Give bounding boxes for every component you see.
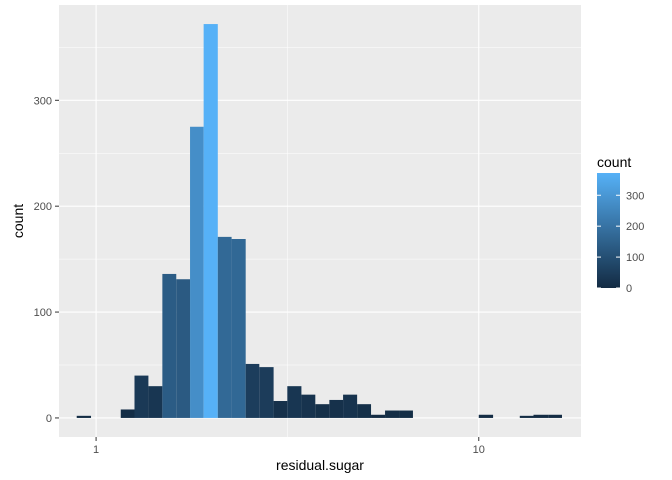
x-axis: 1 10 <box>93 437 485 456</box>
histogram-bar <box>76 415 92 418</box>
legend-tick-label: 0 <box>626 283 632 295</box>
histogram-bar <box>533 414 549 418</box>
histogram-bar <box>245 363 260 418</box>
histogram-bar <box>519 415 534 418</box>
histogram-bar <box>371 414 386 418</box>
histogram-bar <box>399 410 413 418</box>
histogram-bar <box>190 126 204 418</box>
legend-tick-label: 300 <box>626 190 644 202</box>
histogram-bar <box>259 367 274 418</box>
y-tick-label: 300 <box>34 95 52 107</box>
x-axis-title: residual.sugar <box>276 457 364 473</box>
color-legend: count 0 100 200 300 <box>597 154 644 295</box>
legend-ticks: 0 100 200 300 <box>597 190 644 295</box>
x-tick-label: 10 <box>473 444 485 456</box>
y-axis: 0 100 200 300 <box>34 95 59 425</box>
y-tick-label: 0 <box>46 413 52 425</box>
minor-gridlines <box>59 5 581 437</box>
y-tick-label: 200 <box>34 201 52 213</box>
histogram-bar <box>148 386 163 418</box>
legend-colorbar <box>597 173 620 288</box>
histogram-bar <box>329 399 344 418</box>
y-tick-label: 100 <box>34 307 52 319</box>
histogram-bar <box>315 404 330 418</box>
histogram-bar <box>343 394 358 418</box>
major-gridlines <box>59 5 581 437</box>
legend-tick-label: 100 <box>626 252 644 264</box>
histogram-bar <box>120 409 135 418</box>
histogram-bar <box>548 414 562 418</box>
histogram-bar <box>231 239 246 418</box>
plot-panel <box>59 5 581 437</box>
histogram-bar <box>478 414 494 418</box>
legend-title: count <box>597 154 631 170</box>
histogram-bar <box>176 279 191 418</box>
histogram-bar <box>134 375 149 418</box>
histogram-bar <box>357 404 372 418</box>
histogram-bar <box>287 386 302 418</box>
legend-tick-label: 200 <box>626 221 644 233</box>
histogram-bar <box>301 394 316 418</box>
x-tick-label: 1 <box>93 444 99 456</box>
histogram-bar <box>217 236 232 418</box>
histogram-bars <box>76 24 562 418</box>
histogram-bar <box>385 410 400 418</box>
y-axis-title: count <box>10 204 26 238</box>
histogram-bar <box>162 273 177 418</box>
histogram-bar <box>203 24 218 418</box>
histogram-bar <box>273 401 288 418</box>
